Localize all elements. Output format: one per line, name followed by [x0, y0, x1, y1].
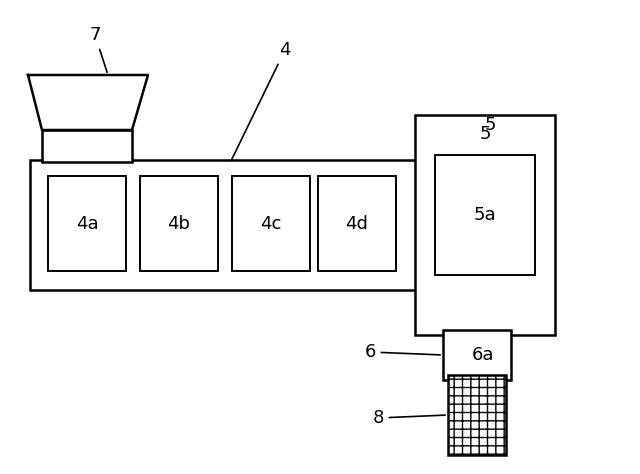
Text: 7: 7 — [89, 26, 107, 73]
Bar — [30, 160, 420, 290]
Bar — [448, 375, 506, 455]
Bar — [140, 176, 218, 271]
Bar — [415, 115, 555, 335]
Text: 4c: 4c — [260, 215, 282, 233]
Bar — [443, 330, 511, 380]
Text: 8: 8 — [372, 409, 445, 427]
Bar — [48, 176, 126, 271]
Text: 4a: 4a — [76, 215, 99, 233]
Text: 4b: 4b — [168, 215, 191, 233]
Bar — [42, 130, 132, 162]
Bar — [232, 176, 310, 271]
Bar — [435, 155, 535, 275]
Text: 4: 4 — [231, 41, 291, 161]
Text: 4d: 4d — [346, 215, 369, 233]
Text: 5: 5 — [484, 116, 496, 134]
Text: 6a: 6a — [472, 346, 495, 364]
Text: 6: 6 — [364, 343, 440, 361]
Text: 5a: 5a — [474, 206, 496, 224]
Text: 5: 5 — [479, 125, 491, 143]
Bar — [318, 176, 396, 271]
